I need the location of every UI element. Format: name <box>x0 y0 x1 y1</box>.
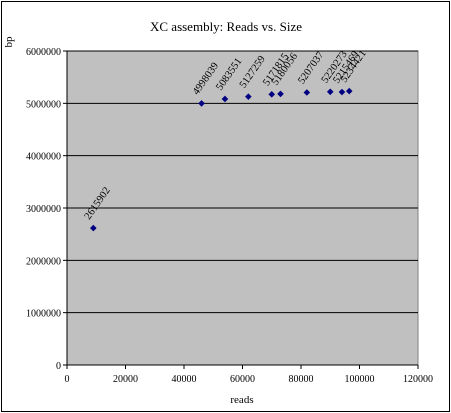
x-tick-label: 40000 <box>172 374 197 385</box>
x-axis-ticks: 0 20000 40000 60000 80000 100000 120000 <box>65 365 433 385</box>
x-tick-label: 20000 <box>113 374 138 385</box>
chart-title: XC assembly: Reads vs. Size <box>150 19 302 34</box>
y-tick-label: 2000000 <box>26 256 61 267</box>
x-tick-label: 60000 <box>230 374 255 385</box>
x-tick-label: 100000 <box>345 374 375 385</box>
y-tick-label: 4000000 <box>26 152 61 163</box>
data-point <box>198 100 205 107</box>
data-point <box>277 90 284 98</box>
data-point <box>90 224 97 232</box>
data-point <box>245 93 252 100</box>
data-point <box>338 88 346 96</box>
gridlines <box>67 50 418 314</box>
y-tick-label: 0 <box>56 361 61 372</box>
data-points <box>90 87 353 232</box>
y-tick-label: 1000000 <box>26 309 61 320</box>
data-point <box>221 95 229 103</box>
y-tick-label: 5000000 <box>26 99 61 110</box>
y-axis-ticks: 0 1000000 2000000 3000000 4000000 5000000 6000… <box>26 47 67 372</box>
y-tick-label: 3000000 <box>26 204 61 215</box>
data-point <box>303 89 311 96</box>
y-axis-title: bp <box>3 36 15 48</box>
x-tick-label: 0 <box>65 374 70 385</box>
y-tick-label: 6000000 <box>26 47 61 58</box>
x-axis-title: reads <box>230 394 253 406</box>
x-tick-label: 120000 <box>403 374 433 385</box>
data-point <box>268 91 276 98</box>
data-point <box>326 88 334 96</box>
data-point <box>345 87 353 95</box>
x-tick-label: 80000 <box>289 374 314 385</box>
